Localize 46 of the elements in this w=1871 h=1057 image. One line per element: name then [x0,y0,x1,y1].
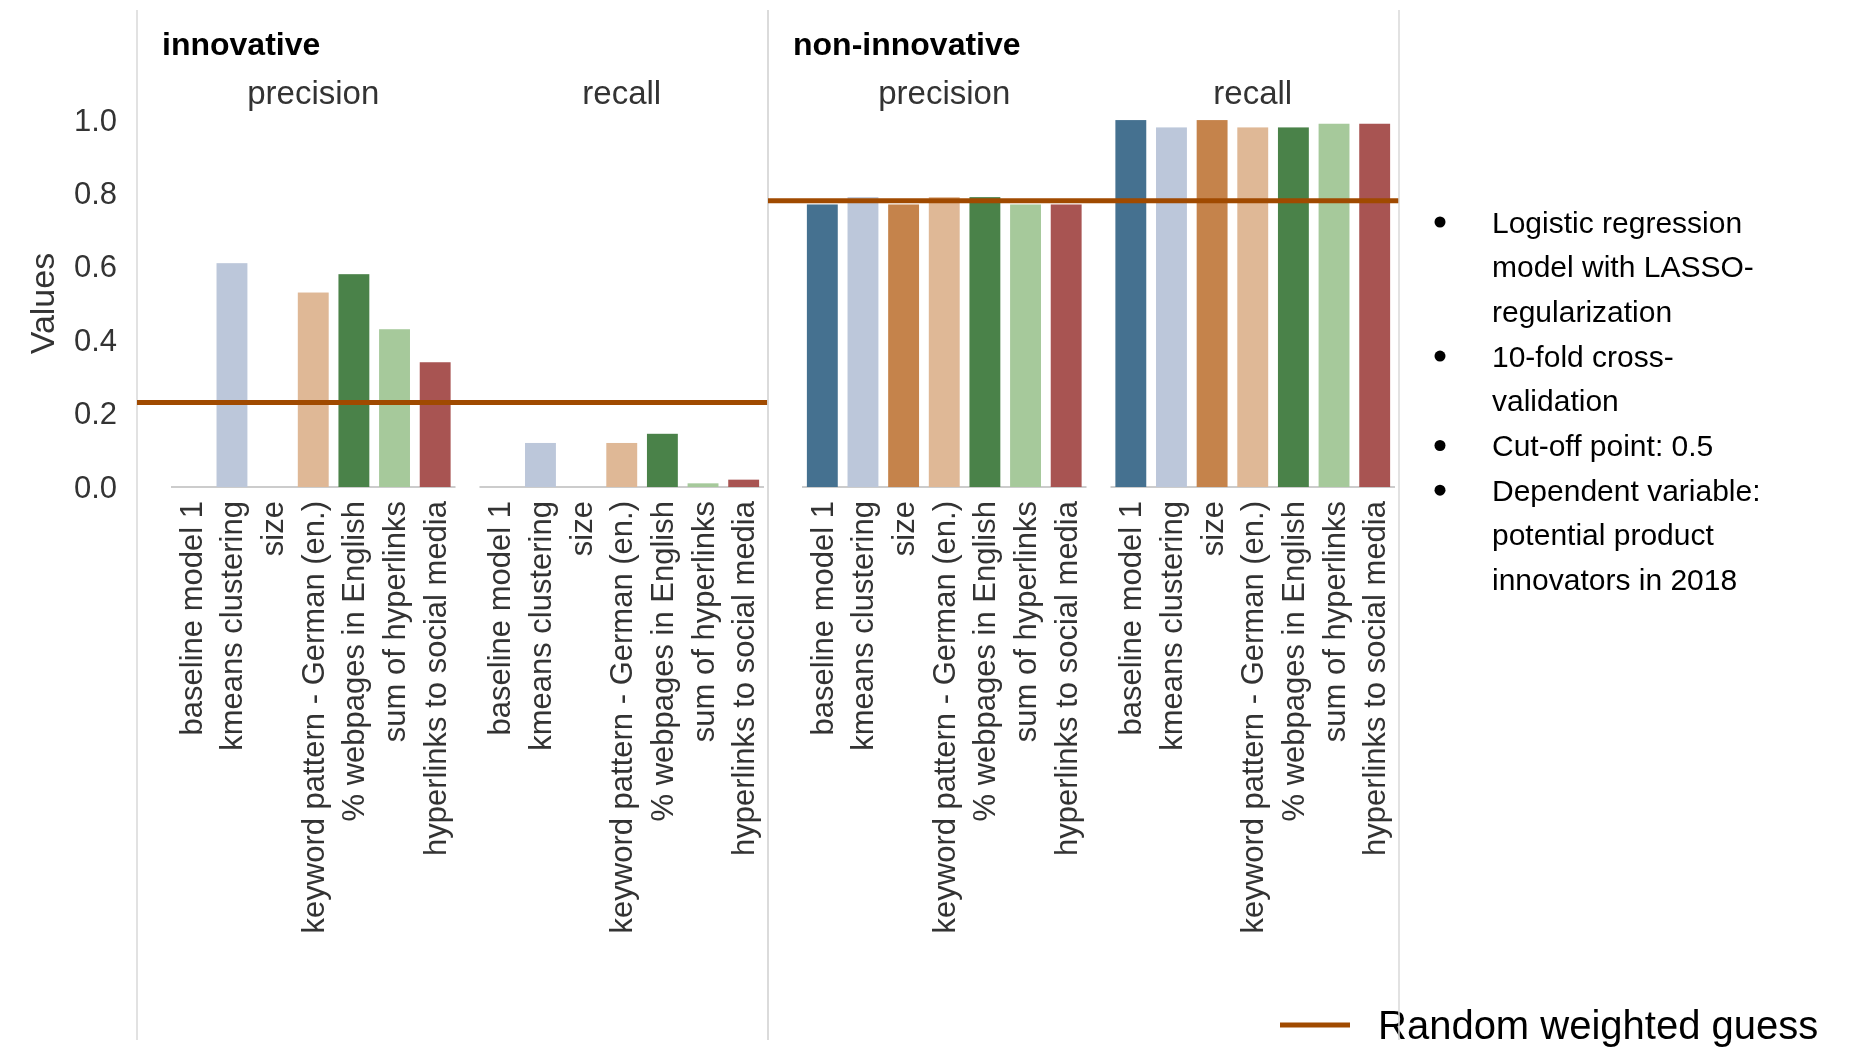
y-axis-title: Values [23,252,61,355]
text: 10-fold cross-validation [1492,339,1674,418]
x-tick-label: kmeans clustering [845,501,881,751]
x-tick-label: % webpages in English [336,501,372,822]
y-tick-label: 0.0 [73,469,117,505]
x-tick-label: sum of hyperlinks [685,501,721,743]
text: non-innovative [793,26,1021,62]
x-tick-label: size [563,501,599,557]
x-tick-label: % webpages in English [1275,501,1311,822]
x-tick-label: keyword pattern - German (en.) [926,501,962,934]
x-tick-label: % webpages in English [967,501,1003,822]
annotation: precision [247,73,380,111]
x-tick-label: size [255,501,291,557]
x-tick-label: keyword pattern - German (en.) [295,501,331,934]
x-tick-label: keyword pattern - German (en.) [1235,501,1271,934]
x-tick-label: sum of hyperlinks [1008,501,1044,743]
x-tick-label: baseline model 1 [173,501,209,736]
annotation: recall [1213,73,1293,111]
x-tick-label: size [886,501,922,557]
x-tick-label: hyperlinks to social media [1357,500,1393,856]
legend-label: Random weighted guess [1378,1003,1819,1047]
text: innovative [162,26,321,62]
x-tick-label: baseline model 1 [482,501,518,736]
text: Logistic regression model with LASSO-regularization [1492,205,1754,328]
x-tick-label: hyperlinks to social media [1048,500,1084,856]
annotation: precision [878,73,1011,111]
x-tick-label: hyperlinks to social media [726,500,762,856]
y-tick-label: 0.4 [73,322,117,358]
x-tick-label: keyword pattern - German (en.) [604,501,640,934]
x-tick-label: sum of hyperlinks [377,501,413,743]
x-tick-label: kmeans clustering [1153,501,1189,751]
x-tick-label: baseline model 1 [1113,501,1149,736]
text: Dependent variable: potential product innovators in 2018 [1492,473,1761,597]
x-tick-label: kmeans clustering [522,501,558,751]
x-tick-label: kmeans clustering [214,501,250,751]
x-tick-label: sum of hyperlinks [1316,501,1352,743]
y-tick-label: 1.0 [73,102,117,138]
x-tick-label: hyperlinks to social media [417,500,453,856]
y-tick-label: 0.2 [73,396,117,432]
y-tick-label: 0.8 [73,175,117,211]
x-tick-label: baseline model 1 [804,501,840,736]
x-tick-label: % webpages in English [644,501,680,822]
x-tick-label: size [1194,501,1230,557]
annotation: recall [582,73,662,111]
y-tick-label: 0.6 [73,249,117,285]
text: Cut-off point: 0.5 [1492,429,1714,462]
